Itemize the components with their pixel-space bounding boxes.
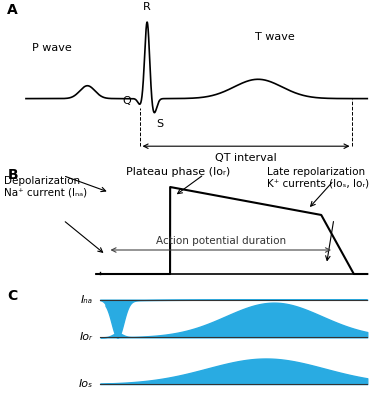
Text: Action potential duration: Action potential duration xyxy=(156,236,286,246)
Text: Iᴏₛ: Iᴏₛ xyxy=(79,379,93,389)
Text: Iₙₐ: Iₙₐ xyxy=(81,295,93,305)
Text: R: R xyxy=(143,2,151,12)
Text: Q: Q xyxy=(123,96,131,106)
Text: S: S xyxy=(157,120,164,130)
Text: T wave: T wave xyxy=(255,32,295,42)
Text: Plateau phase (Iᴏᵣ): Plateau phase (Iᴏᵣ) xyxy=(126,167,230,177)
Text: Iᴏᵣ: Iᴏᵣ xyxy=(80,332,93,342)
Text: P wave: P wave xyxy=(32,43,72,53)
Text: Late repolarization
K⁺ currents (Iᴏₛ, Iᴏᵣ): Late repolarization K⁺ currents (Iᴏₛ, Iᴏ… xyxy=(267,167,369,189)
Text: A: A xyxy=(7,3,18,17)
Text: QT interval: QT interval xyxy=(215,153,277,163)
Text: B: B xyxy=(7,168,18,182)
Text: Depolarization
Na⁺ current (Iₙₐ): Depolarization Na⁺ current (Iₙₐ) xyxy=(4,176,87,197)
Text: C: C xyxy=(7,290,18,304)
